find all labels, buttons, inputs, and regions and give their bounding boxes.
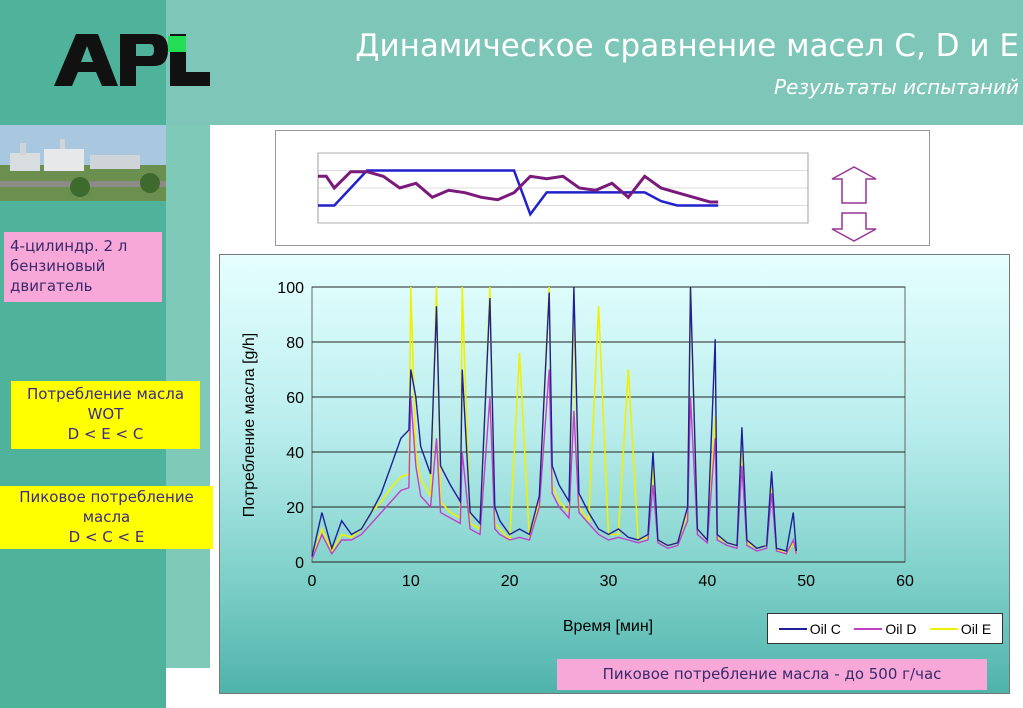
legend-item-oil-c: Oil C — [778, 620, 841, 637]
wot-consumption-box: Потребление масла WOT D < E < C — [11, 381, 200, 449]
wot-line-1: Потребление масла — [26, 385, 185, 403]
page-title: Динамическое сравнение масел C, D и E — [355, 28, 1019, 64]
peak-line-3: D < C < E — [68, 528, 145, 546]
wot-line-3: D < E < C — [67, 425, 144, 443]
x-tick-label: 10 — [402, 573, 420, 590]
legend-swatch-oil-d — [854, 627, 883, 630]
y-tick-label: 0 — [295, 555, 304, 572]
header-band — [166, 0, 1023, 125]
apl-logo — [54, 34, 210, 86]
y-tick-label: 20 — [286, 500, 304, 517]
series-line-oil-c — [311, 286, 797, 557]
peak-line-1: Пиковое потребление — [19, 488, 194, 506]
legend-swatch-oil-c — [778, 627, 807, 630]
factory-photo — [0, 125, 166, 201]
x-tick-label: 30 — [600, 573, 618, 590]
y-tick-label: 80 — [286, 335, 304, 352]
oil-consumption-chart-svg: 0 20 40 60 80 100 0 10 20 30 40 50 60 Потребление ма… — [241, 280, 914, 635]
legend-label-oil-c: Oil C — [809, 620, 841, 637]
peak-line-2: масла — [82, 508, 131, 526]
legend-item-oil-e: Oil E — [929, 620, 992, 637]
series-line-oil-d — [311, 369, 797, 560]
x-tick-label: 40 — [698, 573, 716, 590]
x-tick-label: 50 — [797, 573, 815, 590]
legend-label-oil-d: Oil D — [885, 620, 917, 637]
peak-note: Пиковое потребление масла - до 500 г/час — [557, 659, 987, 690]
y-tick-label: 40 — [286, 445, 304, 462]
page-subtitle: Результаты испытаний — [774, 75, 1019, 99]
wot-line-2: WOT — [87, 405, 124, 423]
x-tick-label: 60 — [896, 573, 914, 590]
chart-legend: Oil C Oil D Oil E — [767, 613, 1003, 644]
y-tick-label: 100 — [277, 280, 304, 297]
speed-load-chart-svg — [317, 152, 877, 242]
engine-load-line — [318, 170, 719, 204]
x-tick-label: 20 — [501, 573, 519, 590]
left-sidebar-background — [0, 0, 166, 708]
legend-label-oil-e: Oil E — [960, 620, 992, 637]
engine-info-box: 4-цилиндр. 2 л бензиновый двигатель — [4, 232, 162, 302]
engine-info-text: 4-цилиндр. 2 л бензиновый двигатель — [10, 237, 128, 295]
peak-consumption-box: Пиковое потребление масла D < C < E — [0, 486, 213, 549]
y-axis-label: Потребление масла [g/h] — [241, 333, 258, 518]
y-tick-label: 60 — [286, 390, 304, 407]
speed-load-chart — [275, 130, 930, 246]
x-axis-label: Время [мин] — [563, 618, 653, 635]
engine-speed-line — [318, 169, 719, 217]
series-line-oil-e — [311, 286, 798, 560]
scroll-arrows-icon — [831, 166, 877, 242]
legend-item-oil-d: Oil D — [854, 621, 916, 637]
legend-swatch-oil-e — [929, 627, 958, 630]
x-tick-label: 0 — [308, 573, 317, 590]
